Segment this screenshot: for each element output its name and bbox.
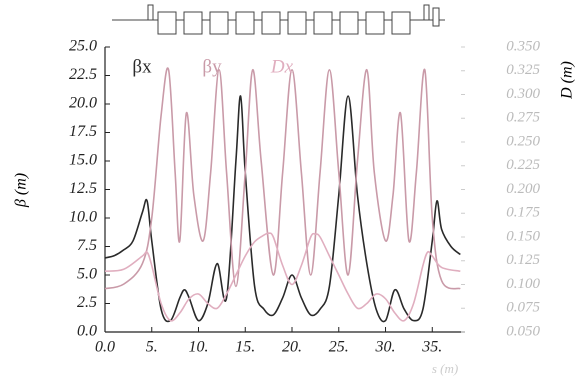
y2-tick-label: 0.300 xyxy=(506,86,540,102)
y-tick-label: 20.0 xyxy=(69,95,97,112)
magnet xyxy=(313,11,333,35)
y2-tick-label: 0.275 xyxy=(506,110,540,126)
y-tick-label: 22.5 xyxy=(69,66,97,83)
y-tick-label: 25.0 xyxy=(69,38,97,55)
y2-tick-label: 0.225 xyxy=(506,157,540,173)
y2-tick-label: 0.325 xyxy=(506,62,540,78)
y2-tick-label: 0.250 xyxy=(506,133,540,149)
magnet xyxy=(391,11,411,35)
x-tick-label: 15. xyxy=(235,339,255,356)
x-tick-label: 30. xyxy=(375,339,396,356)
y-tick-label: 0.0 xyxy=(77,323,97,340)
y2-axis-label: D (m) xyxy=(559,61,576,100)
x-axis-label: s (m) xyxy=(432,361,458,376)
legend-label: βx xyxy=(132,56,152,77)
magnet xyxy=(235,11,255,35)
y2-tick-label: 0.350 xyxy=(506,38,540,54)
y-tick-label: 10.0 xyxy=(69,209,97,226)
y-tick-label: 7.5 xyxy=(77,237,97,254)
magnet xyxy=(423,4,430,21)
y-tick-label: 5.0 xyxy=(77,266,97,283)
y2-tick-label: 0.150 xyxy=(506,228,540,244)
x-tick-label: 35. xyxy=(421,339,442,356)
magnet xyxy=(209,11,229,35)
x-tick-label: 20. xyxy=(282,339,302,356)
magnet xyxy=(157,11,177,35)
y2-tick-label: 0.175 xyxy=(506,205,540,221)
series-line xyxy=(104,67,461,290)
y-tick-label: 12.5 xyxy=(69,180,97,197)
magnet xyxy=(183,11,203,35)
series-line xyxy=(104,232,461,322)
y2-tick-label: 0.100 xyxy=(506,276,540,292)
y-tick-label: 15.0 xyxy=(69,152,97,169)
magnet xyxy=(432,7,440,27)
y2-tick-label: 0.050 xyxy=(506,323,540,339)
y-tick-label: 2.5 xyxy=(77,294,97,311)
magnet xyxy=(365,11,385,35)
series-line xyxy=(104,95,461,323)
legend-label: βy xyxy=(202,56,222,77)
y-tick-label: 17.5 xyxy=(69,123,97,140)
x-tick-label: 5. xyxy=(146,339,158,356)
x-tick-label: 0.0 xyxy=(95,339,115,356)
y2-tick-label: 0.075 xyxy=(506,300,540,316)
x-tick-label: 10. xyxy=(189,339,209,356)
legend-label: Dx xyxy=(270,56,294,77)
y2-tick-label: 0.125 xyxy=(506,252,540,268)
magnet xyxy=(147,4,154,21)
x-tick-label: 25. xyxy=(329,339,349,356)
magnet xyxy=(287,11,307,35)
y-axis-label: β (m) xyxy=(13,173,30,208)
y2-tick-label: 0.200 xyxy=(506,181,540,197)
lattice-diagram xyxy=(112,4,445,35)
magnet xyxy=(261,11,281,35)
magnet xyxy=(339,11,359,35)
